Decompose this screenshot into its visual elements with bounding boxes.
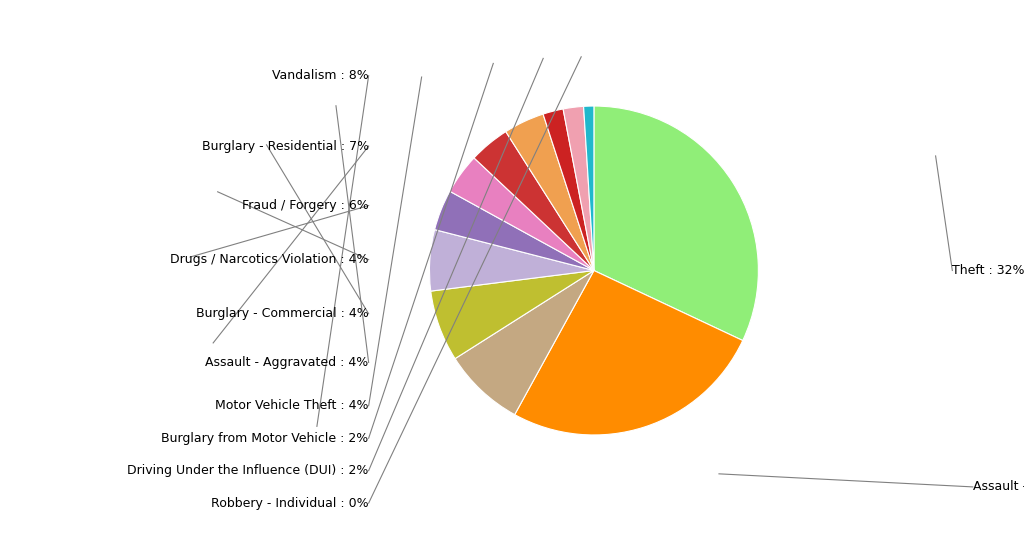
Wedge shape <box>563 107 594 270</box>
Text: Assault - Simple : 26%: Assault - Simple : 26% <box>973 480 1024 493</box>
Wedge shape <box>594 106 759 340</box>
Text: Burglary from Motor Vehicle : 2%: Burglary from Motor Vehicle : 2% <box>162 432 369 445</box>
Text: Assault - Aggravated : 4%: Assault - Aggravated : 4% <box>206 356 369 369</box>
Text: Driving Under the Influence (DUI) : 2%: Driving Under the Influence (DUI) : 2% <box>127 464 369 477</box>
Wedge shape <box>429 229 594 291</box>
Wedge shape <box>515 270 742 435</box>
Text: Robbery - Individual : 0%: Robbery - Individual : 0% <box>211 497 369 510</box>
Text: Theft : 32%: Theft : 32% <box>952 264 1024 277</box>
Wedge shape <box>474 131 594 270</box>
Wedge shape <box>434 192 594 270</box>
Wedge shape <box>431 270 594 359</box>
Text: Burglary - Commercial : 4%: Burglary - Commercial : 4% <box>196 307 369 320</box>
Text: Vandalism : 8%: Vandalism : 8% <box>272 69 369 82</box>
Wedge shape <box>506 114 594 270</box>
Text: Fraud / Forgery : 6%: Fraud / Forgery : 6% <box>242 199 369 212</box>
Wedge shape <box>455 270 594 414</box>
Wedge shape <box>584 106 594 270</box>
Text: Burglary - Residential : 7%: Burglary - Residential : 7% <box>202 140 369 153</box>
Wedge shape <box>543 109 594 270</box>
Text: Motor Vehicle Theft : 4%: Motor Vehicle Theft : 4% <box>215 399 369 412</box>
Text: Drugs / Narcotics Violation : 4%: Drugs / Narcotics Violation : 4% <box>170 253 369 266</box>
Wedge shape <box>450 158 594 270</box>
